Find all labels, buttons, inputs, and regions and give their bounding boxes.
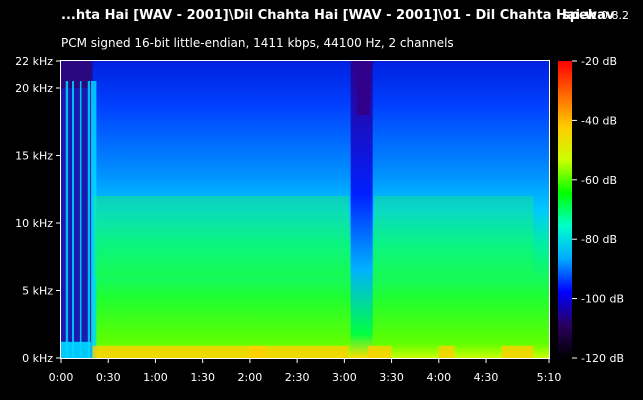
colorbar-tick-label: -120 dB xyxy=(581,352,624,365)
x-tick-label: 1:30 xyxy=(190,371,215,384)
spectrogram-intro-line xyxy=(87,81,90,358)
colorbar-tick-label: -80 dB xyxy=(581,233,617,246)
plot-frame xyxy=(60,60,550,359)
x-tick-label: 4:30 xyxy=(474,371,499,384)
x-tick-label: 3:30 xyxy=(379,371,404,384)
spectrogram-intro-line xyxy=(65,81,69,358)
spectrogram-late-band xyxy=(374,196,534,277)
spectrogram-intro-line xyxy=(90,81,97,358)
spectrogram-mid-band xyxy=(94,196,350,277)
y-tick-label: 22 kHz xyxy=(15,55,53,68)
file-title: ...hta Hai [WAV - 2001]\Dil Chahta Hai [… xyxy=(61,8,615,23)
app-name: spek xyxy=(562,8,597,23)
spectrogram-gap-top xyxy=(356,61,370,115)
y-tick-label: 20 kHz xyxy=(15,82,53,95)
spectrogram-intro-line xyxy=(79,81,82,358)
spectrogram-intro-low xyxy=(61,341,91,358)
colorbar-tick-label: -100 dB xyxy=(581,293,624,306)
colorbar-tick-label: -40 dB xyxy=(581,114,617,127)
x-tick-label: 0:00 xyxy=(49,371,74,384)
spectrogram-low-hotspot xyxy=(438,345,455,358)
x-tick-label: 5:10 xyxy=(537,371,562,384)
colorbar-tick-label: -20 dB xyxy=(581,55,617,68)
colorbar-gradient xyxy=(558,61,572,358)
x-tick-label: 2:30 xyxy=(285,371,310,384)
x-tick-label: 1:00 xyxy=(143,371,168,384)
spectrogram-low-hotspot xyxy=(249,345,266,358)
x-tick-label: 2:00 xyxy=(238,371,263,384)
spectrogram-gap-region xyxy=(350,61,373,358)
colorbar-tick-label: -60 dB xyxy=(581,174,617,187)
x-tick-label: 3:00 xyxy=(332,371,357,384)
spectrogram-base xyxy=(61,61,549,358)
app-version: 0.8.2 xyxy=(601,9,630,22)
app-title: spek 0.8.2 xyxy=(562,8,629,23)
colorbar: -20 dB -40 dB -60 dB -80 dB -100 dB -120 dB xyxy=(558,55,624,365)
spectrogram-low-hotspot xyxy=(367,345,392,358)
x-tick-label: 0:30 xyxy=(96,371,121,384)
chart-axes: 0:00 0:30 1:00 1:30 2:00 2:30 3:00 3:30 4:00 4:30… xyxy=(15,55,561,384)
spectrogram-low-hotspot xyxy=(92,345,350,358)
spectrogram-low-hotspot xyxy=(501,345,534,358)
stream-info: PCM signed 16-bit little-endian, 1411 kb… xyxy=(61,36,454,50)
y-tick-label: 5 kHz xyxy=(22,285,53,298)
y-tick-label: 0 kHz xyxy=(22,352,53,365)
x-tick-label: 4:00 xyxy=(426,371,451,384)
y-tick-label: 10 kHz xyxy=(15,217,53,230)
spectrogram-image xyxy=(61,61,549,358)
spectrogram-intro-line xyxy=(72,81,75,358)
y-tick-label: 15 kHz xyxy=(15,150,53,163)
